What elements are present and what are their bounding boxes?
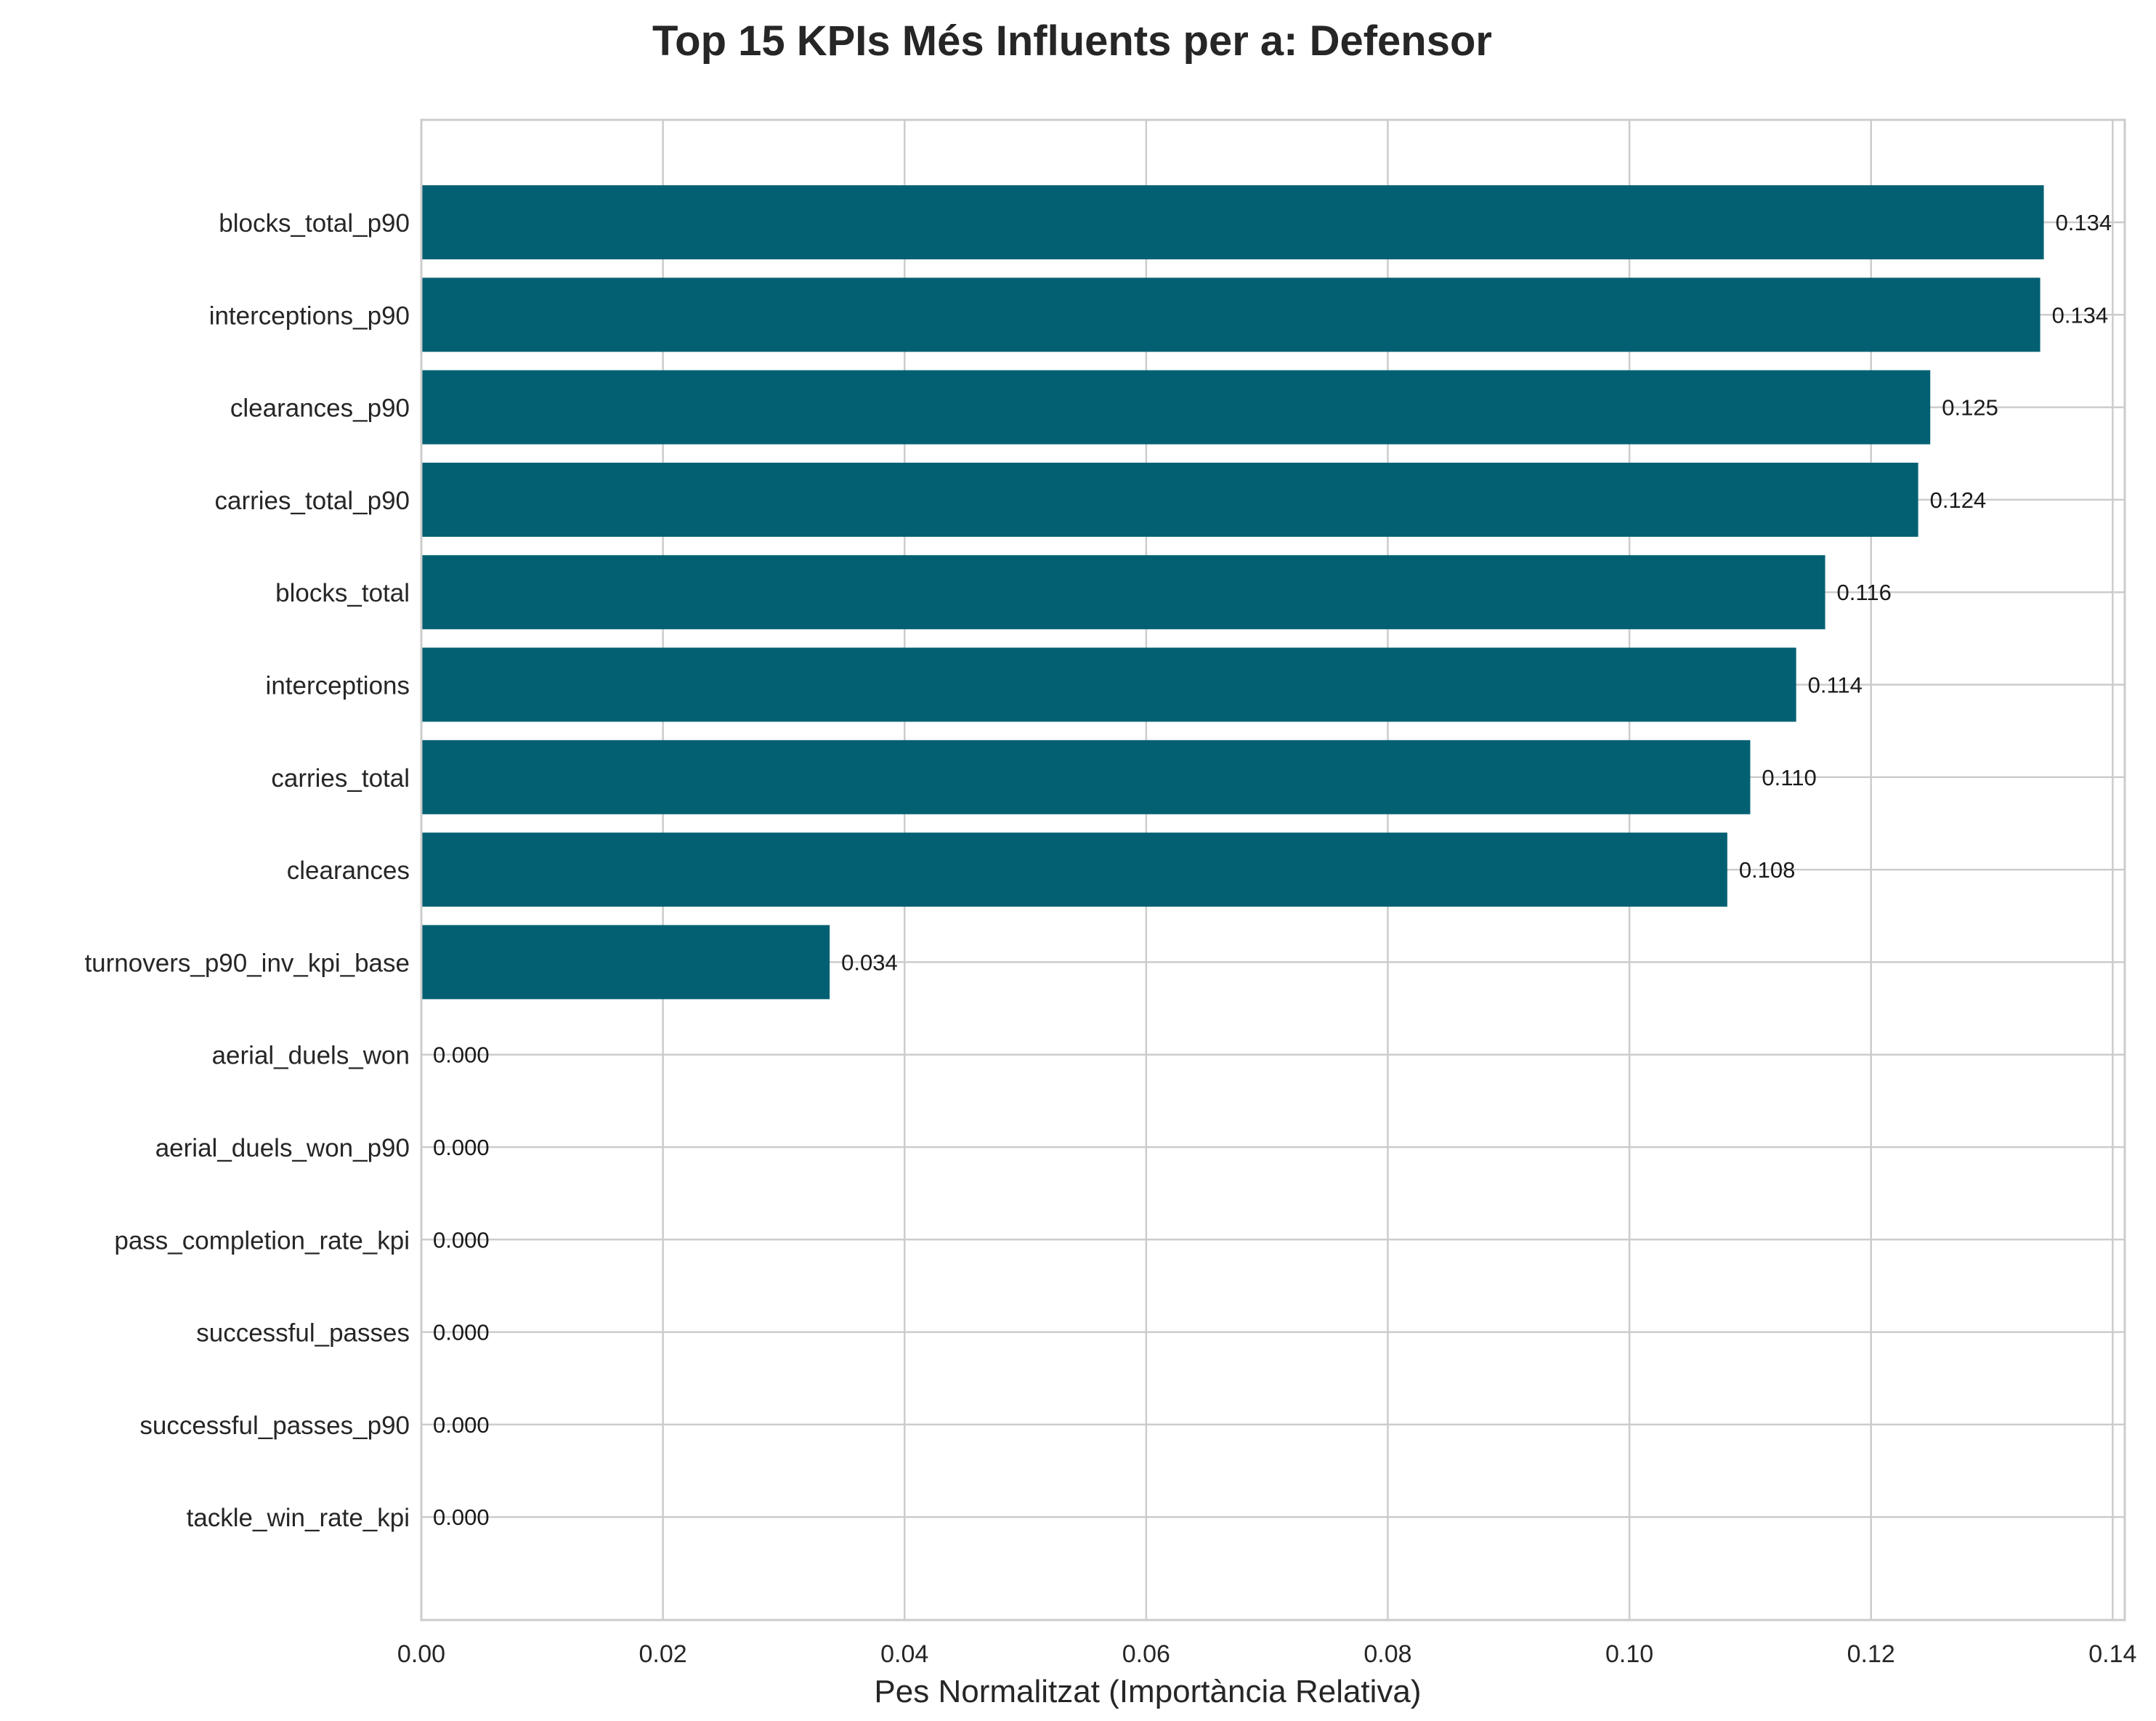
y-tick-label: aerial_duels_won_p90 bbox=[155, 1134, 410, 1162]
data-labels: 0.134 0.134 0.125 0.124 0.116 0.114 0.110 0.108… bbox=[433, 210, 2112, 1530]
chart-title: Top 15 KPIs Més Influents per a: Defenso… bbox=[652, 17, 1492, 65]
bar bbox=[421, 925, 830, 1000]
x-tick-label: 0.08 bbox=[1363, 1640, 1411, 1668]
bar-value-label: 0.000 bbox=[433, 1412, 490, 1438]
y-tick-label: blocks_total_p90 bbox=[219, 209, 410, 238]
x-tick-label: 0.00 bbox=[397, 1640, 445, 1668]
bar-value-label: 0.110 bbox=[1762, 765, 1816, 790]
x-axis-label: Pes Normalitzat (Importància Relativa) bbox=[874, 1674, 1421, 1709]
bar-value-label: 0.000 bbox=[433, 1505, 490, 1530]
bar-value-label: 0.124 bbox=[1930, 487, 1987, 513]
y-tick-label: successful_passes bbox=[196, 1319, 410, 1348]
y-tick-label: blocks_total bbox=[275, 579, 410, 607]
x-tick-labels: 0.00 0.02 0.04 0.06 0.08 0.10 0.12 0.14 bbox=[397, 1640, 2137, 1668]
y-tick-labels: blocks_total_p90 interceptions_p90clearan… bbox=[84, 209, 410, 1532]
y-tick-label: successful_passes_p90 bbox=[139, 1412, 410, 1440]
x-tick-label: 0.12 bbox=[1847, 1640, 1895, 1668]
bar-value-label: 0.000 bbox=[433, 1042, 490, 1068]
bars bbox=[421, 185, 2044, 1000]
bar-value-label: 0.108 bbox=[1739, 857, 1796, 883]
y-tick-label: interceptions bbox=[266, 672, 410, 700]
y-tick-label: pass_completion_rate_kpi bbox=[114, 1226, 410, 1255]
y-tick-label: turnovers_p90_inv_kpi_base bbox=[84, 949, 410, 977]
y-tick-label: carries_total_p90 bbox=[215, 487, 410, 515]
x-tick-label: 0.14 bbox=[2088, 1640, 2136, 1668]
bar-value-label: 0.134 bbox=[2052, 302, 2109, 328]
bar bbox=[421, 462, 1918, 537]
bar-value-label: 0.034 bbox=[841, 949, 898, 975]
plot-frame bbox=[420, 118, 2126, 1621]
bar-value-label: 0.000 bbox=[433, 1320, 490, 1345]
x-tick-label: 0.06 bbox=[1122, 1640, 1170, 1668]
bar-value-label: 0.114 bbox=[1808, 673, 1863, 698]
bar-value-label: 0.134 bbox=[2056, 210, 2112, 235]
y-tick-label: clearances bbox=[287, 857, 410, 885]
y-tick-label: interceptions_p90 bbox=[209, 301, 410, 330]
bar bbox=[421, 833, 1727, 907]
x-tick-label: 0.02 bbox=[639, 1640, 687, 1668]
bar bbox=[421, 555, 1825, 630]
bar bbox=[421, 370, 1931, 445]
bar-value-label: 0.116 bbox=[1837, 580, 1892, 605]
bar bbox=[421, 647, 1796, 722]
y-tick-label: tackle_win_rate_kpi bbox=[187, 1504, 410, 1532]
bar-value-label: 0.000 bbox=[433, 1227, 490, 1252]
x-tick-label: 0.10 bbox=[1605, 1640, 1653, 1668]
bar-value-label: 0.000 bbox=[433, 1135, 490, 1160]
bar-value-label: 0.125 bbox=[1942, 395, 1998, 421]
y-tick-label: clearances_p90 bbox=[230, 394, 410, 423]
y-tick-label: aerial_duels_won bbox=[212, 1042, 410, 1070]
x-tick-label: 0.04 bbox=[880, 1640, 928, 1668]
bar bbox=[421, 740, 1751, 814]
bar bbox=[421, 185, 2044, 259]
y-tick-label: carries_total bbox=[271, 764, 410, 793]
bar bbox=[421, 278, 2040, 352]
